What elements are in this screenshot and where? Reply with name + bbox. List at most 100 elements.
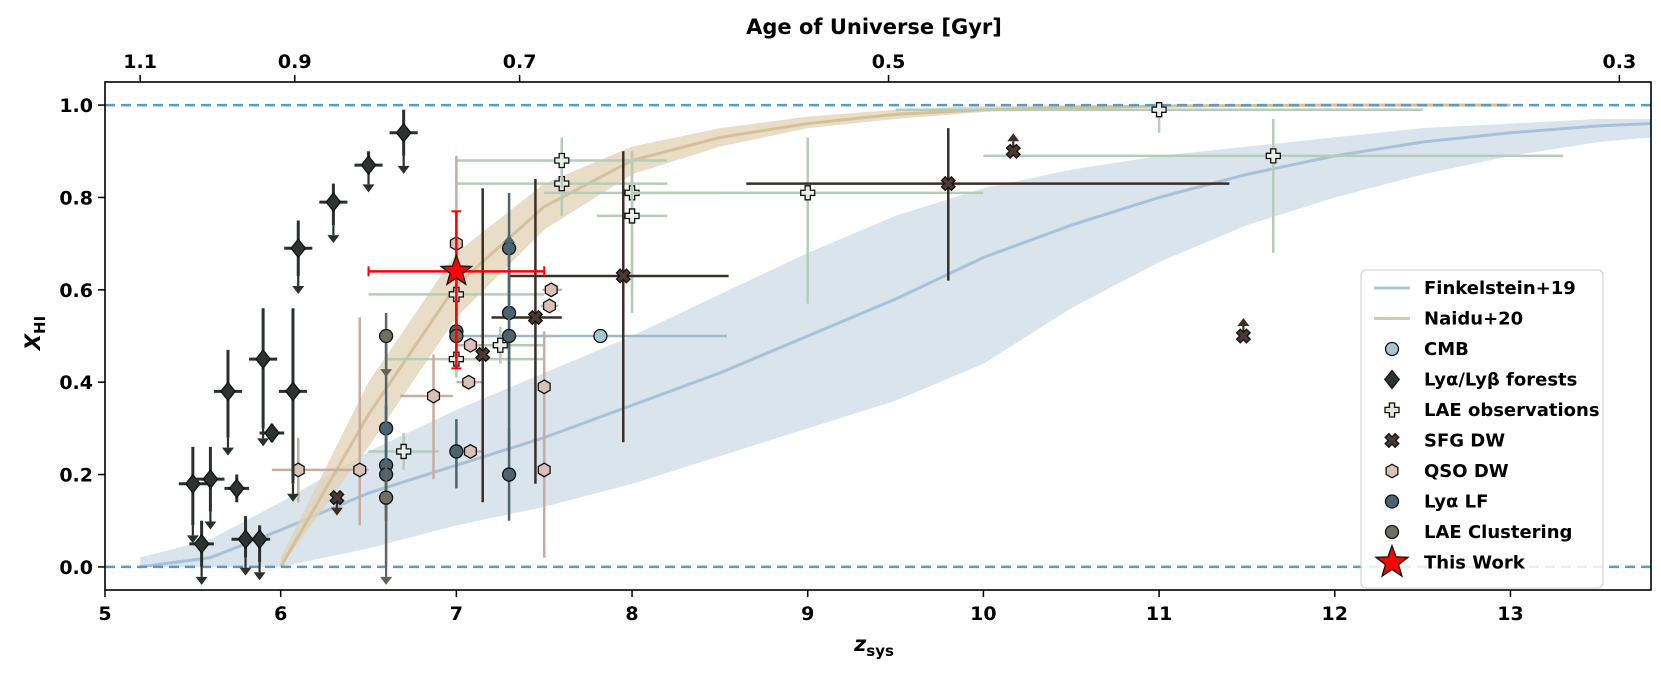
point-Lyα/Lyβ forests-8 bbox=[325, 192, 342, 213]
x-tick-label: 8 bbox=[625, 603, 638, 625]
upper-limit-arrow-head bbox=[286, 493, 299, 502]
data-points bbox=[178, 102, 1564, 585]
point-QSO DW-1 bbox=[353, 462, 367, 478]
y-axis-title: XHI bbox=[21, 316, 49, 352]
point-LAE observations-9 bbox=[1151, 102, 1167, 118]
point-SFG DW-2 bbox=[527, 309, 544, 326]
legend-marker bbox=[1383, 369, 1401, 390]
point-Lyα/Lyβ forests-12 bbox=[237, 529, 254, 550]
upper-limit-arrow-head bbox=[380, 576, 393, 585]
legend-label: SFG DW bbox=[1424, 431, 1505, 452]
point-Lyα/Lyβ forests-2 bbox=[219, 381, 237, 402]
point-SFG DW-3 bbox=[615, 268, 631, 284]
upper-limit-arrow-head bbox=[195, 576, 208, 585]
point-CMB-0 bbox=[593, 328, 608, 344]
legend-marker bbox=[1384, 494, 1400, 509]
band-line-Finkelstein+19 bbox=[139, 122, 1652, 569]
upper-limit-arrow-head bbox=[239, 567, 252, 576]
point-LAE observations-0 bbox=[396, 443, 412, 460]
point-This Work-0 bbox=[439, 253, 474, 286]
x-tick-label: 11 bbox=[1146, 603, 1172, 625]
legend-label: This Work bbox=[1424, 553, 1526, 574]
point-LAE observations-3 bbox=[492, 337, 508, 353]
point-Lyα/Lyβ forests-11 bbox=[193, 533, 210, 554]
top-tick-label: 1.1 bbox=[123, 51, 157, 73]
axes: 5 6 7 8 9 10 11 12 13 0.0 0.2 0.4 0.6 0.8 1.0 1.1 0.9 0.7… bbox=[59, 51, 1636, 625]
point-Lyα/Lyβ forests-1 bbox=[202, 469, 219, 490]
y-tick-label: 0.8 bbox=[59, 187, 93, 209]
point-Lyα LF-3 bbox=[449, 444, 464, 459]
point-QSO DW-4 bbox=[462, 374, 476, 390]
point-QSO DW-10 bbox=[544, 282, 558, 298]
x-tick-label: 10 bbox=[970, 603, 996, 625]
lower-limit-arrow-head bbox=[1007, 133, 1020, 142]
top-tick-label: 0.5 bbox=[872, 51, 906, 73]
x-tick-label: 6 bbox=[274, 603, 287, 625]
legend: Finkelstein+19 Naidu+20 CMB Lyα/Lyβ forests… bbox=[1360, 269, 1604, 589]
legend-item-Finkelstein+19: Finkelstein+19 bbox=[1374, 278, 1576, 299]
upper-limit-arrow-head bbox=[397, 165, 410, 174]
upper-limit-arrow-head bbox=[186, 535, 199, 544]
point-Lyα/Lyβ forests-13 bbox=[251, 529, 268, 550]
x-axis-title: zsys bbox=[853, 632, 894, 660]
legend-marker bbox=[1385, 463, 1399, 479]
top-tick-label: 0.3 bbox=[1603, 51, 1637, 73]
point-SFG DW-6 bbox=[1235, 328, 1252, 344]
legend-label: LAE observations bbox=[1424, 400, 1600, 421]
point-Lyα LF-8 bbox=[501, 467, 517, 482]
point-LAE Clustering-0 bbox=[378, 328, 394, 344]
y-tick-label: 0.4 bbox=[59, 372, 93, 394]
series-This Work bbox=[367, 210, 546, 370]
point-Lyα/Lyβ forests-0 bbox=[184, 473, 201, 494]
series-Lyα/Lyβ forests bbox=[178, 109, 418, 585]
point-SFG DW-1 bbox=[475, 346, 491, 363]
upper-limit-arrow-head bbox=[327, 235, 340, 244]
legend-item-Naidu+20: Naidu+20 bbox=[1374, 309, 1523, 330]
point-Lyα/Lyβ forests-6 bbox=[284, 381, 302, 402]
legend-box bbox=[1360, 269, 1604, 589]
legend-item-SFG DW: SFG DW bbox=[1384, 431, 1505, 452]
x-tick-label: 9 bbox=[801, 603, 814, 625]
top-tick-label: 0.7 bbox=[503, 51, 537, 73]
legend-label: Lyα/Lyβ forests bbox=[1424, 370, 1577, 391]
lower-limit-arrow-head bbox=[503, 234, 516, 243]
legend-marker bbox=[1384, 524, 1400, 540]
legend-item-CMB: CMB bbox=[1384, 339, 1469, 360]
legend-label: Naidu+20 bbox=[1424, 309, 1523, 330]
series-SFG DW bbox=[329, 128, 1252, 516]
point-LAE observations-5 bbox=[554, 152, 570, 169]
legend-item-This Work: This Work bbox=[1374, 543, 1526, 578]
point-Lyα/Lyβ forests-9 bbox=[360, 155, 377, 176]
point-Lyα/Lyβ forests-4 bbox=[255, 349, 272, 370]
point-QSO DW-6 bbox=[463, 443, 477, 460]
point-LAE Clustering-1 bbox=[378, 490, 394, 505]
legend-label: Lyα LF bbox=[1424, 492, 1488, 513]
legend-label: LAE Clustering bbox=[1424, 522, 1572, 543]
point-LAE observations-10 bbox=[1265, 148, 1281, 164]
upper-limit-arrow-head bbox=[380, 369, 393, 378]
legend-item-QSO DW: QSO DW bbox=[1385, 461, 1509, 482]
legend-label: Finkelstein+19 bbox=[1424, 278, 1576, 299]
point-LAE observations-8 bbox=[800, 185, 816, 201]
x-tick-label: 7 bbox=[450, 603, 463, 625]
point-QSO DW-7 bbox=[537, 379, 551, 395]
top-tick-label: 0.9 bbox=[278, 51, 312, 73]
point-Lyα/Lyβ forests-3 bbox=[228, 478, 245, 499]
point-QSO DW-5 bbox=[463, 337, 477, 353]
point-SFG DW-0 bbox=[329, 489, 345, 506]
upper-limit-arrow-head bbox=[330, 507, 343, 516]
x-tick-label: 13 bbox=[1497, 603, 1523, 625]
point-Lyα/Lyβ forests-7 bbox=[290, 238, 307, 259]
point-Lyα/Lyβ forests-5 bbox=[263, 422, 280, 444]
x-tick-label: 12 bbox=[1322, 603, 1348, 625]
point-QSO DW-2 bbox=[426, 388, 441, 404]
point-SFG DW-4 bbox=[940, 175, 956, 192]
y-tick-label: 1.0 bbox=[59, 95, 93, 117]
upper-limit-arrow-head bbox=[362, 184, 375, 193]
point-QSO DW-9 bbox=[542, 298, 557, 314]
series-LAE Clustering bbox=[378, 312, 464, 585]
legend-item-LAE observations: LAE observations bbox=[1384, 400, 1600, 421]
legend-item-LAE Clustering: LAE Clustering bbox=[1384, 522, 1572, 543]
x-tick-label: 5 bbox=[98, 603, 111, 625]
legend-label: QSO DW bbox=[1424, 461, 1509, 482]
